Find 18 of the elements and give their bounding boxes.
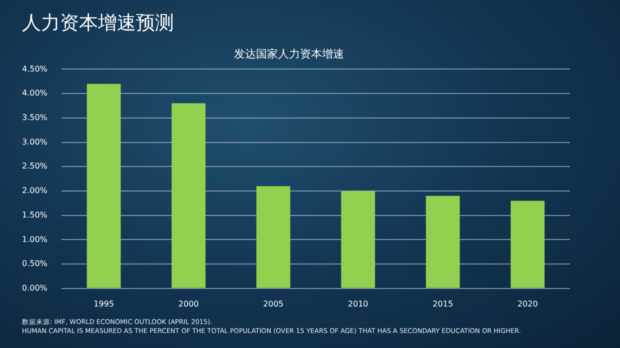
chart-subtitle: 发达国家人力资本增速 xyxy=(234,47,344,60)
y-tick-label: 1.50% xyxy=(22,210,48,220)
y-tick-label: 4.00% xyxy=(22,88,48,98)
y-tick-label: 1.00% xyxy=(22,234,48,244)
y-tick-label: 3.00% xyxy=(22,137,48,146)
y-tick-label: 3.50% xyxy=(22,112,48,122)
x-tick-label: 2010 xyxy=(348,299,368,308)
y-tick-label: 2.50% xyxy=(22,162,48,171)
y-tick-label: 2.00% xyxy=(22,186,48,196)
x-tick-label: 2005 xyxy=(263,299,284,308)
y-tick-label: 4.50% xyxy=(22,64,48,74)
y-tick-label: 0.00% xyxy=(22,283,48,292)
x-tick-label: 2020 xyxy=(517,299,538,308)
y-tick-label: 0.50% xyxy=(22,259,48,268)
x-tick-label: 2000 xyxy=(178,299,199,308)
chart-title: 人力资本增速预测 xyxy=(22,11,174,36)
x-tick-label: 2015 xyxy=(432,299,454,308)
x-tick-label: 1995 xyxy=(94,299,114,308)
